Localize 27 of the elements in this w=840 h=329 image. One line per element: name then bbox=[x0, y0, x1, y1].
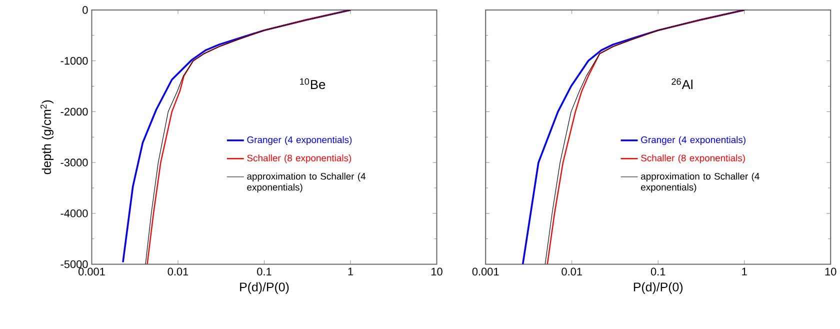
x-tick-label: 0.01 bbox=[562, 268, 582, 276]
x-tick-label: 10 bbox=[825, 268, 836, 276]
y-tick-label: -2000 bbox=[60, 108, 88, 116]
legend-label: approximation to Schaller (4 exponentials) bbox=[641, 172, 760, 192]
x-tick-label: 0.1 bbox=[650, 268, 666, 276]
y-tick-label: 0 bbox=[82, 6, 88, 14]
x-tick-label: 0.001 bbox=[78, 268, 105, 276]
legend-label: Schaller (8 exponentials) bbox=[247, 154, 352, 164]
x-tick-label: 0.01 bbox=[168, 268, 188, 276]
x-tick-label: 1 bbox=[348, 268, 354, 276]
annotation: $^{26}$Al bbox=[672, 78, 692, 90]
y-axis-title: depth (g/cm$^{2}$) bbox=[40, 100, 54, 174]
y-tick-label: -4000 bbox=[60, 210, 88, 218]
y-tick-label: -5000 bbox=[60, 260, 88, 268]
annotation: $^{10}$Be bbox=[300, 78, 326, 90]
y-tick-label: -1000 bbox=[60, 56, 88, 65]
x-tick-label: 0.001 bbox=[472, 268, 499, 276]
x-tick-label: 0.1 bbox=[257, 268, 272, 276]
x-axis-title: P(d)/P(0) bbox=[634, 282, 683, 294]
legend-label: approximation to Schaller (4 exponentials) bbox=[247, 172, 366, 192]
legend-label: Granger (4 exponentials) bbox=[641, 136, 746, 145]
legend-label: Schaller (8 exponentials) bbox=[641, 154, 745, 164]
legend-label: Granger (4 exponentials) bbox=[247, 136, 352, 145]
x-axis-title: P(d)/P(0) bbox=[240, 282, 289, 294]
x-tick-label: 10 bbox=[431, 268, 442, 276]
x-tick-label: 1 bbox=[742, 268, 747, 276]
y-tick-label: -3000 bbox=[60, 158, 88, 166]
